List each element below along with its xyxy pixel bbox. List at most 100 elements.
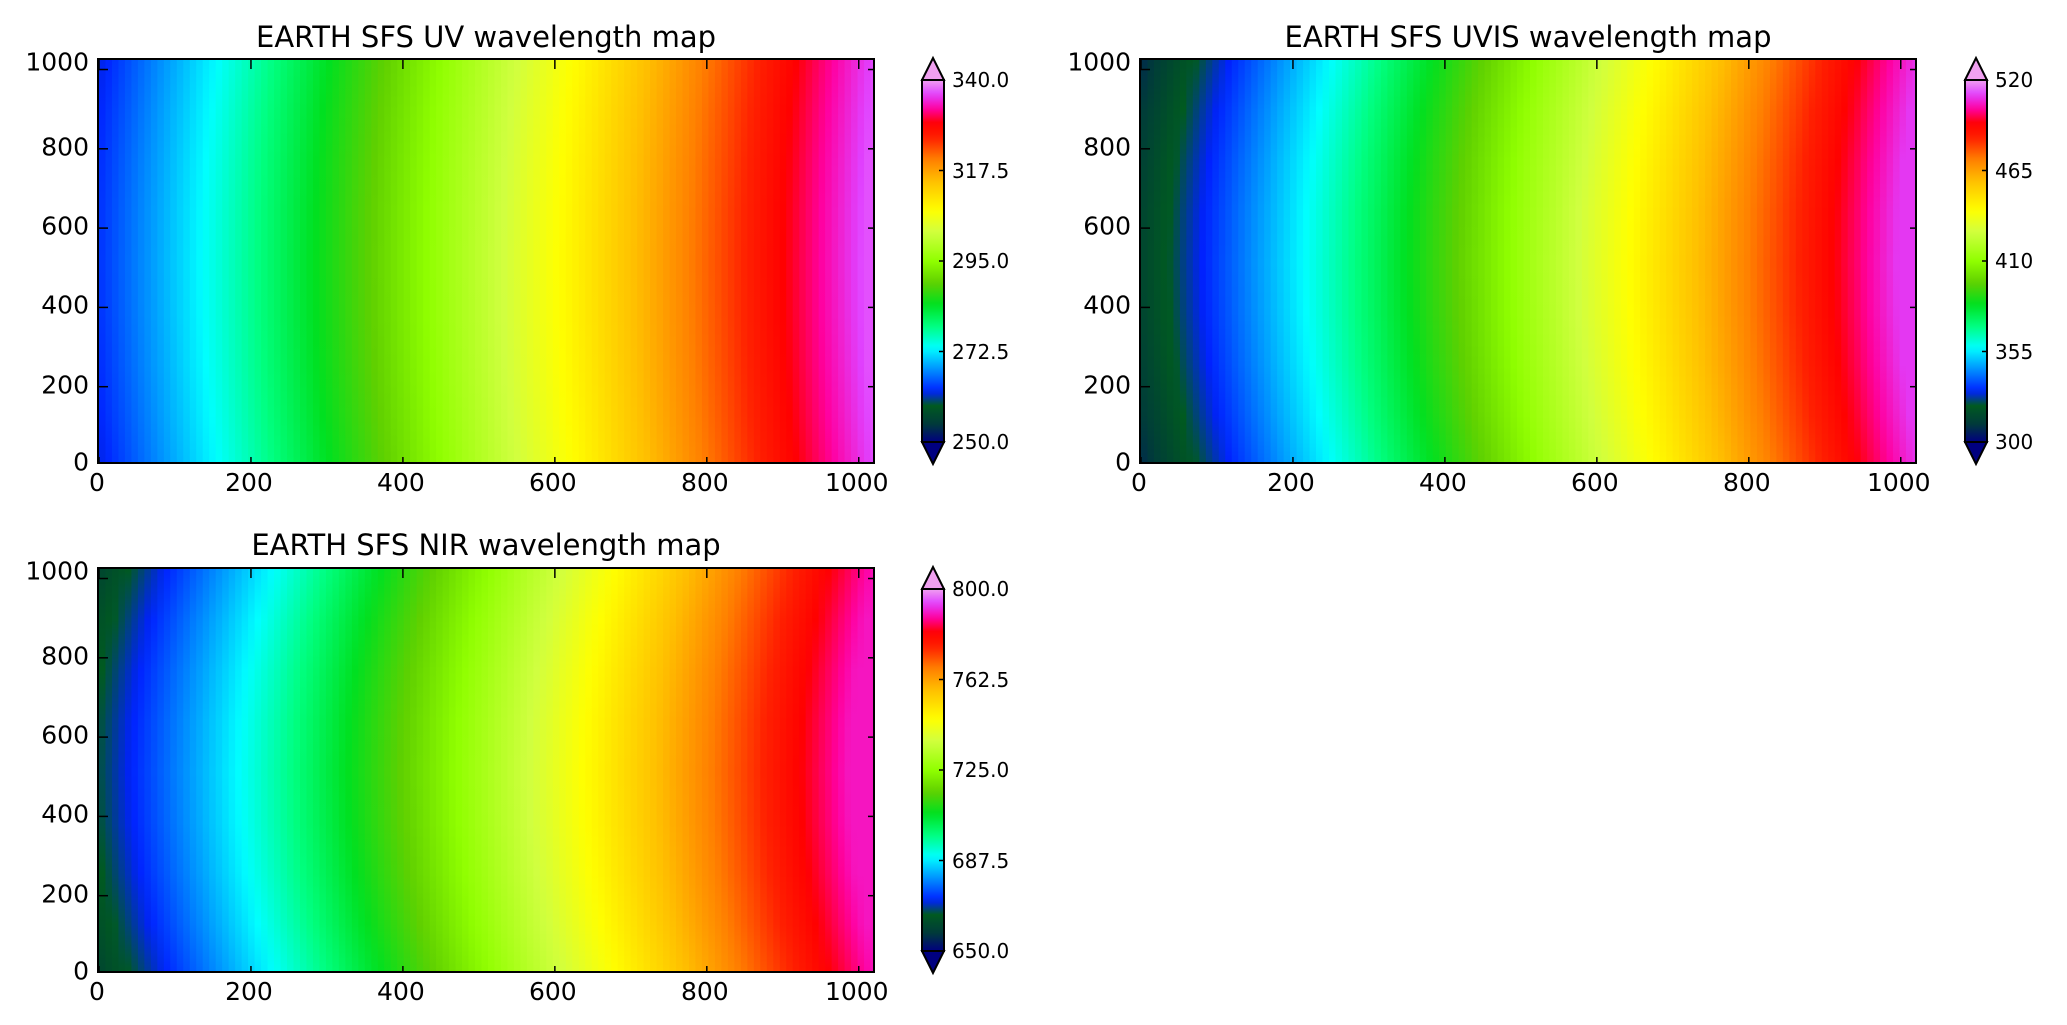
heatmap-column xyxy=(838,60,846,462)
heatmap-column xyxy=(669,569,677,971)
heatmap-column xyxy=(565,60,574,462)
heatmap-column xyxy=(507,60,515,462)
heatmap-column xyxy=(572,569,580,971)
heatmap-column xyxy=(105,60,113,462)
heatmap-column xyxy=(708,60,716,462)
heatmap-column xyxy=(857,569,865,971)
y-tick-label: 800 xyxy=(41,132,89,162)
heatmap-column xyxy=(248,60,256,462)
heatmap-plot-area xyxy=(1139,58,1917,464)
heatmap-column xyxy=(1834,60,1842,462)
heatmap-column xyxy=(410,60,418,462)
heatmap-column xyxy=(215,60,223,462)
heatmap-column xyxy=(189,569,198,971)
heatmap-column xyxy=(734,569,742,971)
y-tick-label: 400 xyxy=(41,799,89,829)
heatmap-column xyxy=(1530,60,1538,462)
heatmap-column xyxy=(656,60,664,462)
heatmap-column xyxy=(578,60,587,462)
y-tick-label: 400 xyxy=(1083,290,1131,320)
heatmap-column xyxy=(157,569,165,971)
heatmap-column xyxy=(1594,60,1603,462)
heatmap-column xyxy=(1244,60,1253,462)
heatmap-column xyxy=(552,60,561,462)
colorbar-extend-min xyxy=(920,441,946,467)
heatmap-column xyxy=(1828,60,1836,462)
heatmap-column xyxy=(280,569,288,971)
heatmap-column xyxy=(753,60,762,462)
x-tick-label: 1000 xyxy=(824,468,889,497)
heatmap-column xyxy=(1205,60,1214,462)
colorbar-tick-label: 340.0 xyxy=(952,68,1010,92)
heatmap-plot-area xyxy=(97,567,875,973)
heatmap-column xyxy=(176,569,185,971)
heatmap-column xyxy=(312,569,321,971)
heatmap-column xyxy=(403,60,411,462)
heatmap-column xyxy=(786,569,794,971)
heatmap-column xyxy=(488,60,496,462)
heatmap-column xyxy=(695,60,703,462)
heatmap-column xyxy=(1685,60,1693,462)
heatmap-column xyxy=(124,569,133,971)
heatmap-column xyxy=(384,60,392,462)
heatmap-column xyxy=(1743,60,1752,462)
heatmap-column xyxy=(546,569,554,971)
heatmap-column xyxy=(1666,60,1674,462)
heatmap-column xyxy=(202,60,211,462)
colorbar-tick-label: 465 xyxy=(1995,158,2034,183)
heatmap-column xyxy=(1277,60,1285,462)
heatmap-column xyxy=(812,569,820,971)
heatmap-column xyxy=(650,60,658,462)
y-tick-label: 600 xyxy=(41,720,89,750)
heatmap-column xyxy=(455,60,463,462)
heatmap-column xyxy=(364,569,373,971)
heatmap-column xyxy=(604,60,612,462)
heatmap-column xyxy=(475,569,483,971)
x-tick-label: 1000 xyxy=(1866,468,1931,497)
heatmap-column xyxy=(513,569,522,971)
x-tick-label: 400 xyxy=(377,977,425,1006)
heatmap-column xyxy=(1750,60,1758,462)
heatmap-column xyxy=(416,60,424,462)
heatmap-column xyxy=(358,60,366,462)
heatmap-column xyxy=(1413,60,1421,462)
heatmap-column xyxy=(1627,60,1635,462)
heatmap-column xyxy=(364,60,373,462)
heatmap-column xyxy=(1795,60,1804,462)
heatmap-column xyxy=(520,569,528,971)
heatmap-column xyxy=(1283,60,1291,462)
heatmap-column xyxy=(1568,60,1577,462)
heatmap-column xyxy=(429,60,437,462)
heatmap-column xyxy=(1737,60,1745,462)
heatmap-column xyxy=(1309,60,1317,462)
heatmap-column xyxy=(1614,60,1622,462)
heatmap-column xyxy=(727,569,736,971)
heatmap-column xyxy=(241,569,249,971)
heatmap-column xyxy=(559,60,567,462)
colorbar-tick-label: 250.0 xyxy=(952,430,1010,454)
heatmap-column xyxy=(611,569,619,971)
heatmap-column xyxy=(1374,60,1382,462)
heatmap-column xyxy=(267,60,275,462)
colorbar-tick-label: 800.0 xyxy=(952,577,1010,601)
heatmap-column xyxy=(1341,60,1350,462)
heatmap-column xyxy=(1756,60,1765,462)
heatmap-column xyxy=(1808,60,1817,462)
heatmap-column xyxy=(617,60,625,462)
heatmap-column xyxy=(1549,60,1557,462)
heatmap-column xyxy=(1439,60,1447,462)
heatmap-column xyxy=(254,569,262,971)
heatmap-column xyxy=(287,60,295,462)
heatmap-column xyxy=(1653,60,1661,462)
heatmap-column xyxy=(99,569,107,971)
heatmap-column xyxy=(1296,60,1304,462)
heatmap-column xyxy=(157,60,165,462)
colorbar xyxy=(1963,55,1989,467)
heatmap-column xyxy=(170,569,178,971)
heatmap-column xyxy=(1179,60,1188,462)
heatmap-column xyxy=(436,569,444,971)
heatmap-column xyxy=(1607,60,1616,462)
heatmap-column xyxy=(299,569,308,971)
heatmap-column xyxy=(701,569,710,971)
heatmap-column xyxy=(332,569,340,971)
